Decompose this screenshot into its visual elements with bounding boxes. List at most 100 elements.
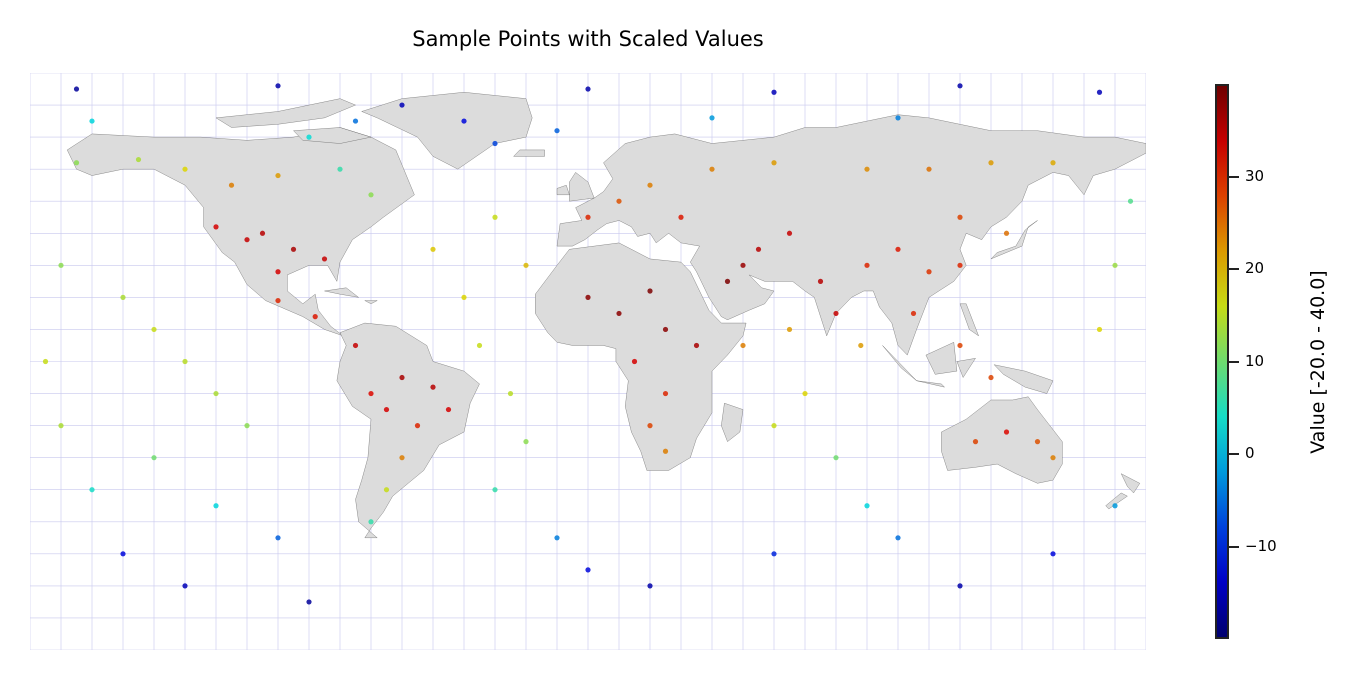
data-point: [58, 262, 64, 268]
data-point: [771, 423, 777, 429]
data-point: [693, 342, 700, 349]
data-point: [259, 230, 266, 236]
data-point: [352, 118, 359, 124]
colorbar-tick-label: 10: [1245, 351, 1265, 370]
data-point: [678, 214, 684, 220]
data-point: [368, 192, 374, 198]
data-point: [507, 390, 514, 397]
data-point: [414, 423, 421, 429]
colorbar-tick-label: 30: [1245, 166, 1265, 185]
data-point: [383, 406, 390, 413]
data-point: [585, 294, 591, 300]
data-point: [802, 390, 808, 397]
data-point: [523, 262, 529, 268]
data-point: [73, 160, 80, 166]
data-point: [740, 262, 746, 268]
data-point: [337, 166, 343, 172]
land-arctic-islands: [216, 99, 371, 144]
data-point: [42, 358, 49, 365]
data-point: [988, 374, 994, 381]
data-point: [895, 535, 901, 541]
data-point: [957, 342, 963, 349]
data-point: [492, 214, 498, 220]
data-point: [833, 455, 839, 461]
data-point: [926, 166, 932, 172]
data-point: [833, 310, 839, 317]
land-masses: [67, 92, 1146, 538]
data-point: [709, 166, 715, 172]
data-point: [492, 140, 498, 147]
data-point: [662, 448, 669, 454]
data-point: [662, 326, 669, 333]
map-panel[interactable]: [30, 73, 1146, 650]
data-point: [430, 246, 436, 252]
land-southeast-islands: [883, 304, 1054, 394]
land-greenland: [362, 92, 533, 169]
data-point: [616, 198, 622, 204]
data-point: [864, 503, 870, 509]
data-point: [73, 86, 80, 92]
data-point: [120, 294, 126, 300]
data-point: [740, 342, 746, 349]
colorbar-tick-label: −10: [1245, 536, 1277, 555]
data-point: [492, 487, 498, 493]
data-point: [275, 269, 281, 275]
land-eurasia: [557, 115, 1146, 355]
data-point: [1034, 439, 1041, 445]
data-point: [771, 551, 777, 557]
data-point: [445, 406, 452, 413]
colorbar-tick-mark: [1229, 545, 1239, 548]
land-iceland: [514, 150, 545, 156]
data-point: [275, 535, 281, 541]
land-madagascar: [721, 403, 743, 441]
colorbar-tick-mark: [1229, 175, 1239, 178]
data-point: [275, 172, 281, 179]
land-australia: [941, 397, 1062, 484]
data-point: [786, 326, 793, 333]
land-british-isles: [557, 172, 594, 201]
data-point: [306, 134, 312, 140]
data-point: [554, 535, 560, 541]
data-point: [182, 583, 188, 589]
data-point: [647, 583, 653, 589]
colorbar-tick-mark: [1229, 453, 1239, 455]
data-point: [399, 374, 405, 381]
data-point: [430, 384, 436, 390]
data-point: [312, 314, 318, 320]
data-point: [554, 128, 560, 134]
data-point: [352, 342, 359, 349]
land-japan: [991, 220, 1038, 258]
data-point: [275, 83, 281, 89]
data-point: [988, 160, 994, 166]
land-south-america: [337, 323, 480, 538]
colorbar-tick-mark: [1229, 268, 1239, 270]
data-point: [213, 390, 219, 397]
data-point: [647, 182, 653, 188]
data-point: [244, 237, 250, 243]
data-point: [1003, 230, 1010, 236]
data-point: [58, 423, 64, 429]
data-point: [89, 118, 95, 124]
data-point: [523, 439, 529, 445]
colorbar-tick-label: 0: [1245, 444, 1255, 462]
data-point: [182, 358, 188, 365]
data-point: [910, 310, 917, 317]
colorbar-tick-mark: [1229, 360, 1239, 363]
data-point: [647, 423, 653, 429]
data-point: [817, 278, 824, 284]
data-point: [585, 214, 591, 220]
data-point: [461, 294, 467, 300]
data-point: [1112, 262, 1118, 268]
data-point: [135, 156, 142, 163]
data-point: [724, 278, 731, 284]
data-point: [585, 86, 591, 92]
data-point: [647, 288, 653, 294]
data-point: [1050, 160, 1056, 166]
data-point: [585, 567, 591, 573]
data-point: [368, 519, 374, 525]
data-point: [755, 246, 762, 252]
data-point: [399, 455, 405, 461]
data-point: [858, 342, 864, 349]
chart-title: Sample Points with Scaled Values: [412, 27, 764, 51]
data-point: [972, 439, 979, 445]
